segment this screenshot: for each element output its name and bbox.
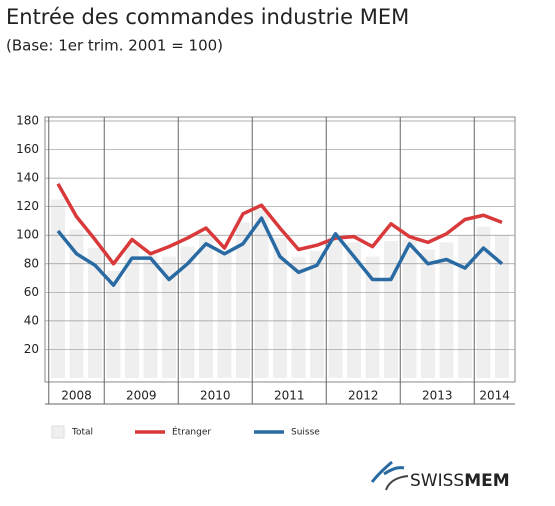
y-tick-label: 120 [16, 199, 39, 213]
bar [476, 226, 491, 378]
bar [180, 246, 195, 378]
bar [291, 256, 306, 378]
bar [88, 248, 102, 378]
x-tick-label: 2009 [126, 389, 157, 403]
chart-title: Entrée des commandes industrie MEM [6, 5, 409, 29]
line [56, 216, 504, 287]
bar [217, 250, 232, 378]
y-tick-label: 100 [16, 228, 39, 242]
bar [365, 256, 380, 378]
bar [402, 239, 417, 378]
legend-label: Total [71, 428, 93, 438]
bar [310, 250, 324, 378]
bar [347, 242, 361, 378]
x-tick-label: 2011 [274, 389, 305, 403]
legend-label: Étranger [172, 426, 211, 438]
bar [254, 209, 269, 378]
y-tick-label: 20 [24, 342, 39, 356]
legend-label: Suisse [291, 428, 320, 438]
bar [69, 229, 84, 378]
y-tick-label: 140 [16, 171, 39, 185]
y-tick-label: 40 [24, 313, 39, 327]
bar [162, 256, 176, 378]
legend-swatch [51, 425, 65, 439]
bar [328, 236, 343, 378]
x-tick-label: 2013 [422, 389, 453, 403]
bar [236, 222, 250, 378]
bar [106, 270, 121, 378]
logo-part: SWISS [410, 471, 464, 491]
logo-part: MEM [464, 471, 509, 491]
bar [199, 233, 213, 378]
bar [439, 242, 454, 378]
x-tick-label: 2010 [200, 389, 231, 403]
bar [125, 245, 139, 378]
y-tick-label: 160 [16, 142, 39, 156]
bar [384, 240, 398, 378]
bar [458, 235, 472, 378]
logo-icon [370, 460, 405, 483]
x-tick-label: 2008 [61, 389, 92, 403]
y-tick-label: 60 [24, 285, 39, 299]
x-tick-label: 2012 [348, 389, 379, 403]
bar [51, 199, 65, 378]
chart-subtitle: (Base: 1er trim. 2001 = 100) [6, 37, 223, 55]
y-tick-label: 80 [24, 256, 39, 270]
line [56, 182, 503, 266]
y-tick-label: 180 [16, 114, 39, 128]
logo: SWISSMEM [370, 460, 510, 491]
bar [495, 235, 509, 378]
bar [143, 255, 158, 378]
x-tick-label: 2014 [479, 389, 510, 403]
logo-text: SWISSMEM [410, 471, 510, 491]
logo-icon [385, 475, 409, 491]
bar [421, 249, 435, 378]
bar [273, 238, 287, 378]
